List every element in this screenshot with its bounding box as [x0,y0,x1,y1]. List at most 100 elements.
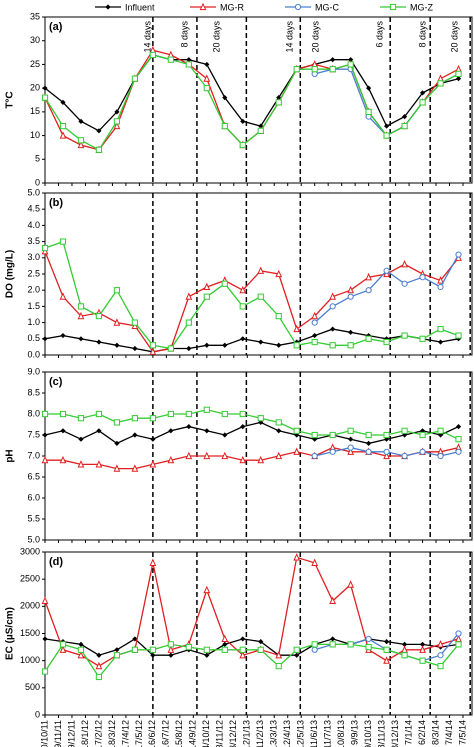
y-tick-label: 7.5 [27,429,40,439]
marker [186,424,192,430]
y-tick-label: 0.0 [27,349,40,359]
y-axis-label: EC (µS/cm) [5,607,16,660]
marker [78,641,84,647]
marker [455,70,462,78]
marker [312,332,318,339]
x-tick-label: 18/1/12 [80,720,90,747]
marker [455,76,462,82]
marker [221,634,229,643]
marker [455,251,462,258]
marker [167,455,175,464]
marker [114,342,120,348]
x-tick-label: 10/8/13 [336,720,346,747]
marker [239,141,246,149]
marker [437,452,444,460]
x-tick-label: 17/5/12 [134,720,144,747]
marker [383,338,390,346]
y-tick-label: 4.0 [27,220,40,230]
marker [311,311,319,320]
marker [347,61,354,68]
marker [78,336,84,342]
y-tick-label: 1.5 [27,301,40,311]
marker [41,455,49,464]
marker [275,650,283,659]
x-tick-label: 9/10/13 [363,720,373,747]
marker [329,66,336,73]
marker [59,238,67,245]
panel-tag: (b) [49,197,63,209]
marker [330,636,336,642]
annotation: 20 days [310,21,320,53]
marker [185,319,192,326]
marker [401,641,408,647]
marker [275,313,282,320]
marker [203,451,211,460]
marker [96,652,102,658]
marker [330,57,336,63]
marker [293,324,301,333]
series-line [45,446,459,470]
marker [185,451,193,460]
marker [437,339,444,345]
marker [41,94,49,101]
marker [60,332,66,339]
marker [167,641,174,648]
panel-tag: (a) [49,21,63,33]
y-tick-label: 6.5 [27,471,40,481]
marker [222,95,228,101]
marker [113,287,121,294]
marker [419,645,426,653]
marker [293,553,301,561]
marker [95,460,103,468]
marker [384,639,390,645]
marker [419,274,426,281]
marker [419,90,426,96]
y-axis-label: DO (mg/L) [5,250,16,298]
marker [131,319,138,326]
marker [149,415,156,422]
marker [347,293,354,300]
y-tick-label: 0.5 [27,333,40,343]
y-tick-label: 5.0 [27,534,40,544]
marker [149,460,157,468]
marker [348,436,354,442]
marker [275,419,282,426]
x-tick-label: 13/12/12 [228,720,238,747]
marker [347,580,355,588]
marker [203,74,211,82]
marker [60,428,66,434]
marker [293,447,301,455]
marker [401,280,408,287]
marker [329,292,337,300]
marker [347,342,354,349]
x-tick-label: 19/12/11 [66,720,76,747]
marker [77,646,85,653]
legend-label: MG-Z [410,2,433,12]
marker [419,99,426,106]
marker [275,663,282,670]
marker [78,118,84,124]
marker [150,652,156,658]
y-tick-label: 7.0 [27,450,40,460]
marker [96,128,102,134]
x-tick-label: 8/11/13 [376,720,386,747]
y-tick-label: 8.0 [27,408,40,418]
marker [437,325,444,333]
x-tick-label: 9/9/13 [350,720,360,745]
marker [365,635,372,643]
marker [384,336,390,342]
marker [437,427,444,434]
marker [113,318,121,326]
marker [240,636,246,642]
marker [95,410,103,418]
marker [95,673,103,681]
series-line [44,328,459,353]
marker [203,406,210,413]
marker [365,272,372,281]
marker [221,646,228,653]
x-tick-label: 11/7/13 [323,720,333,747]
series-line [44,49,459,151]
marker [348,329,354,335]
marker [185,410,192,418]
marker [96,339,102,345]
